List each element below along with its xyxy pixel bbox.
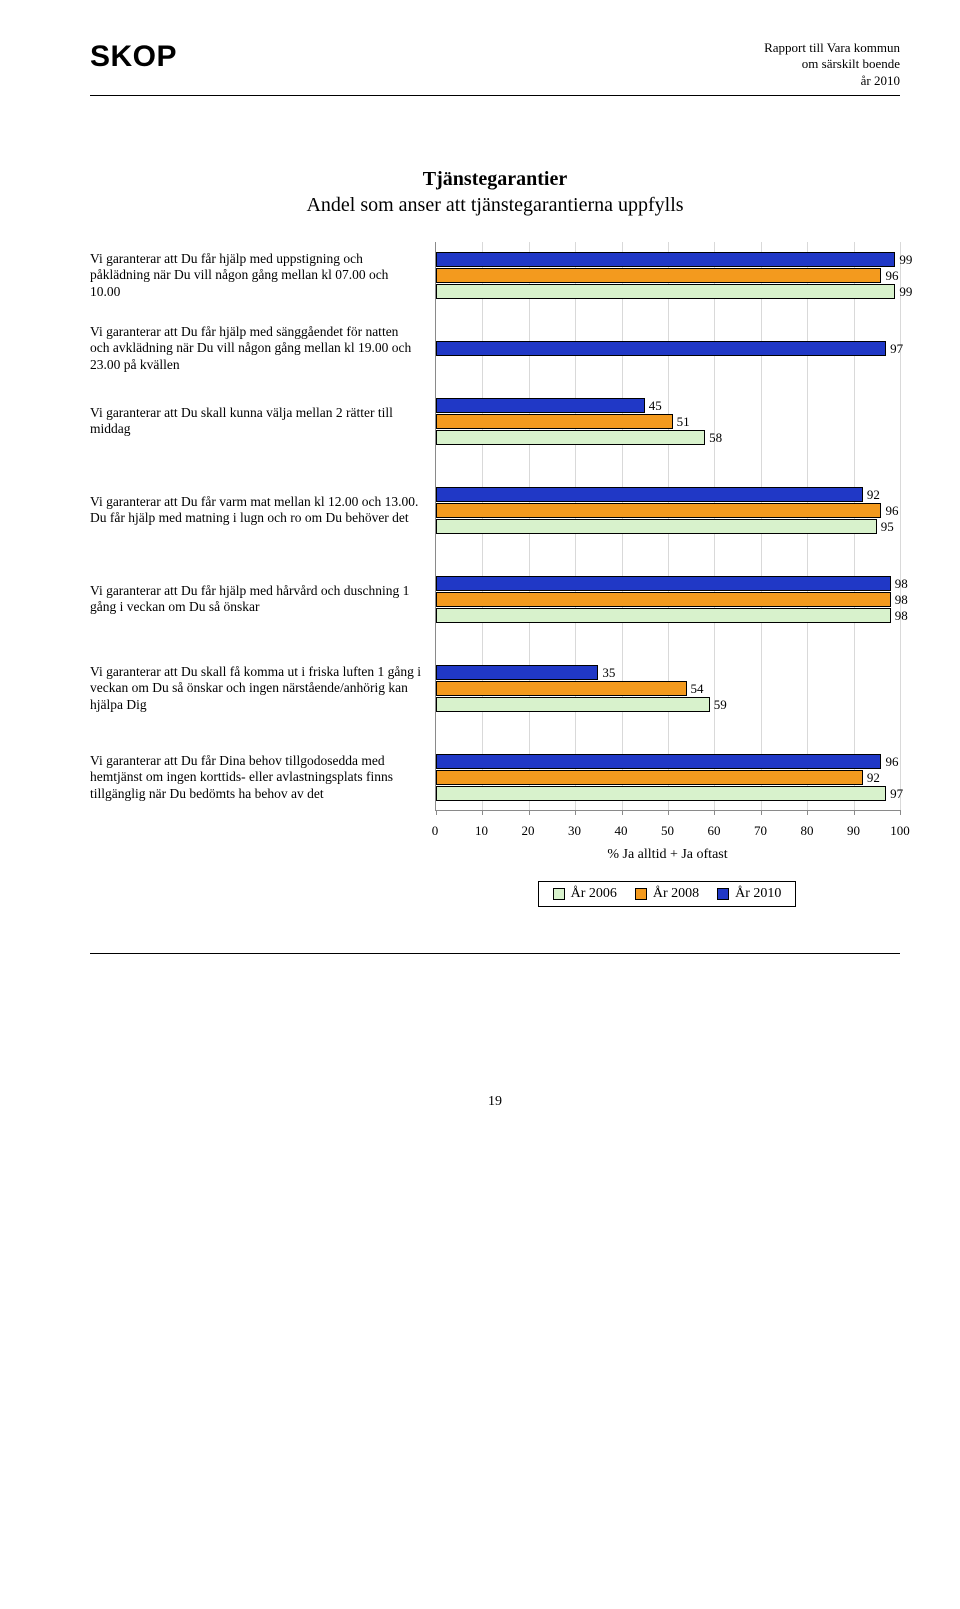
- x-tick: 60: [708, 823, 721, 839]
- legend-item: År 2006: [553, 886, 617, 902]
- bar: [436, 770, 863, 785]
- bar-value: 96: [885, 754, 898, 770]
- bar-value: 96: [885, 268, 898, 284]
- legend-swatch: [635, 888, 647, 900]
- bar-value: 99: [899, 284, 912, 300]
- bar: [436, 503, 881, 518]
- x-tick: 90: [847, 823, 860, 839]
- x-tick: 10: [475, 823, 488, 839]
- bar: [436, 786, 886, 801]
- bar: [436, 592, 891, 607]
- brand: SKOP: [90, 40, 177, 74]
- x-axis-label: % Ja alltid + Ja oftast: [435, 847, 900, 863]
- legend-label: År 2006: [571, 886, 617, 902]
- legend-label: År 2010: [735, 886, 781, 902]
- bar-value: 97: [890, 786, 903, 802]
- bar: [436, 430, 705, 445]
- bar: [436, 268, 881, 283]
- bar: [436, 576, 891, 591]
- bar-value: 95: [881, 519, 894, 535]
- bar-value: 98: [895, 608, 908, 624]
- legend-swatch: [553, 888, 565, 900]
- bar-value: 98: [895, 592, 908, 608]
- bar-value: 97: [890, 341, 903, 357]
- chart-title-sub: Andel som anser att tjänstegarantierna u…: [90, 192, 900, 218]
- x-tick: 50: [661, 823, 674, 839]
- bar-value: 99: [899, 252, 912, 268]
- category-label: Vi garanterar att Du får Dina behov till…: [90, 753, 435, 802]
- bar: [436, 754, 881, 769]
- bar: [436, 681, 687, 696]
- x-tick: 30: [568, 823, 581, 839]
- legend-item: År 2008: [635, 886, 699, 902]
- report-line: Rapport till Vara kommun: [764, 40, 900, 56]
- bar: [436, 665, 598, 680]
- x-tick: 70: [754, 823, 767, 839]
- bar: [436, 608, 891, 623]
- footer-rule: [90, 953, 900, 954]
- x-tick: 0: [432, 823, 439, 839]
- bar: [436, 519, 877, 534]
- category-label: Vi garanterar att Du får hjälp med uppst…: [90, 251, 435, 300]
- page-number: 19: [90, 1094, 900, 1110]
- report-line: år 2010: [764, 73, 900, 89]
- bar-value: 92: [867, 487, 880, 503]
- category-label: Vi garanterar att Du får hjälp med hårvå…: [90, 583, 435, 616]
- bar: [436, 697, 710, 712]
- chart-plot-area: 99969997455158929695989898355459969297: [435, 242, 900, 811]
- x-tick: 100: [890, 823, 910, 839]
- page-header: SKOP Rapport till Vara kommun om särskil…: [90, 40, 900, 96]
- bar-value: 59: [714, 697, 727, 713]
- bar-value: 45: [649, 398, 662, 414]
- category-label: Vi garanterar att Du skall kunna välja m…: [90, 405, 435, 438]
- chart-title-bold: Tjänstegarantier: [90, 166, 900, 192]
- category-label: Vi garanterar att Du får hjälp med sängg…: [90, 324, 435, 373]
- bar-value: 98: [895, 576, 908, 592]
- bar: [436, 487, 863, 502]
- report-line: om särskilt boende: [764, 56, 900, 72]
- bar: [436, 414, 673, 429]
- bar-value: 58: [709, 430, 722, 446]
- bar-value: 54: [691, 681, 704, 697]
- bar-value: 92: [867, 770, 880, 786]
- x-tick: 80: [801, 823, 814, 839]
- legend-label: År 2008: [653, 886, 699, 902]
- bar-value: 51: [677, 414, 690, 430]
- chart-title: Tjänstegarantier Andel som anser att tjä…: [90, 166, 900, 218]
- category-label: Vi garanterar att Du skall få komma ut i…: [90, 664, 435, 713]
- report-heading: Rapport till Vara kommun om särskilt boe…: [764, 40, 900, 89]
- legend-item: År 2010: [717, 886, 781, 902]
- bar: [436, 284, 895, 299]
- x-tick: 40: [615, 823, 628, 839]
- bar-value: 96: [885, 503, 898, 519]
- chart: Vi garanterar att Du får hjälp med uppst…: [90, 242, 900, 811]
- x-axis: 0102030405060708090100: [435, 819, 900, 841]
- bar: [436, 398, 645, 413]
- x-tick: 20: [522, 823, 535, 839]
- bar: [436, 341, 886, 356]
- category-label: Vi garanterar att Du får varm mat mellan…: [90, 494, 435, 527]
- legend-swatch: [717, 888, 729, 900]
- bar-value: 35: [602, 665, 615, 681]
- bar: [436, 252, 895, 267]
- chart-legend: År 2006 År 2008 År 2010: [538, 881, 797, 907]
